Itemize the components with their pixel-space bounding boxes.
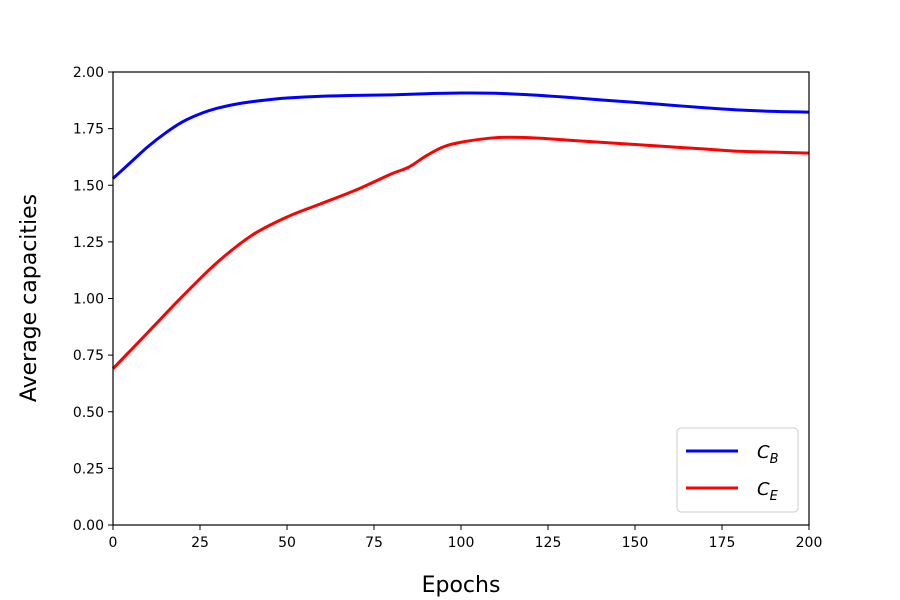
y-tick-label: 1.75 <box>73 122 104 138</box>
series-layer <box>111 91 810 370</box>
legend-label-subscript: E <box>770 489 779 504</box>
y-tick-label: 0.25 <box>73 461 104 477</box>
y-tick-label: 1.25 <box>73 235 104 251</box>
x-tick-label: 0 <box>109 535 118 551</box>
y-tick-label: 2.00 <box>73 65 104 81</box>
legend-label-subscript: B <box>770 452 779 467</box>
x-tick-label: 50 <box>278 535 296 551</box>
legend-box <box>676 427 799 513</box>
y-axis-label: Average capacities <box>17 194 42 402</box>
x-axis-ticks: 0 25 50 75 100 125 150 175 200 <box>109 525 823 551</box>
y-axis-ticks: 0.00 0.25 0.50 0.75 1.00 1.25 1.50 1.75 2.00 <box>73 65 113 534</box>
legend-label-main: C <box>757 442 770 463</box>
legend-label: CB <box>757 442 779 467</box>
y-tick-label: 0.75 <box>73 348 104 364</box>
x-axis-label: Epochs <box>422 573 501 598</box>
legend-label-main: C <box>757 479 770 500</box>
x-tick-label: 100 <box>448 535 475 551</box>
y-tick-label: 0.50 <box>73 405 104 421</box>
series-line-c-b <box>111 91 810 180</box>
x-tick-label: 75 <box>365 535 383 551</box>
legend-label: CE <box>757 479 779 504</box>
y-tick-label: 1.50 <box>73 178 104 194</box>
y-tick-label: 0.00 <box>73 518 104 534</box>
x-tick-label: 25 <box>191 535 209 551</box>
y-tick-label: 1.00 <box>73 292 104 308</box>
x-tick-label: 150 <box>622 535 649 551</box>
x-tick-label: 125 <box>535 535 562 551</box>
x-tick-label: 200 <box>796 535 823 551</box>
series-line-c-e <box>111 135 810 370</box>
x-tick-label: 175 <box>709 535 736 551</box>
